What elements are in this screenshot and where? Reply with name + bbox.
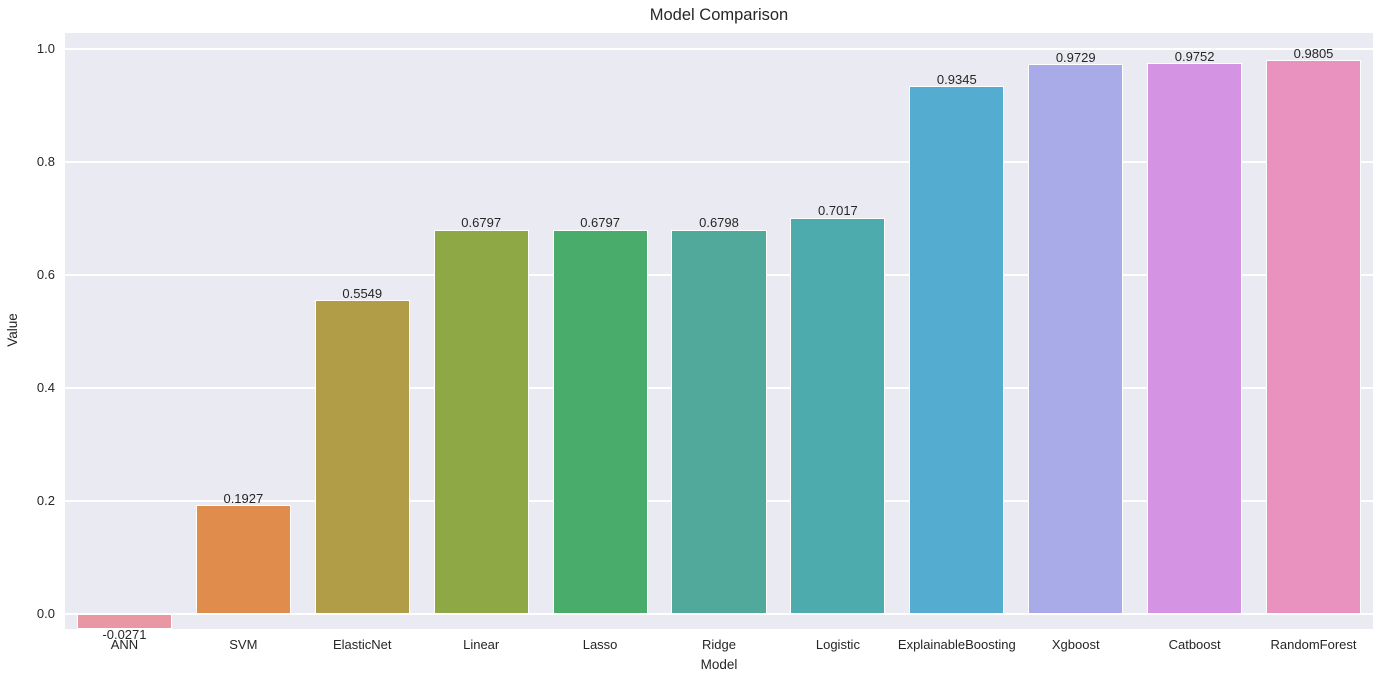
- bar-catboost: [1147, 63, 1243, 615]
- bar-value-label: 0.9729: [1055, 49, 1096, 65]
- bar-value-label: 0.7017: [818, 203, 858, 219]
- bar-value-label: 0.9752: [1174, 48, 1215, 64]
- bar-svm: [195, 505, 291, 615]
- bar-lasso: [552, 229, 648, 615]
- bar-xgboost: [1028, 64, 1124, 615]
- y-tick-label: 0.4: [36, 380, 55, 395]
- y-tick-label: 0.2: [36, 493, 55, 509]
- y-tick-label: 0.0: [36, 606, 55, 622]
- x-axis-ticks: ANN SVM ElasticNet Linear Lasso Ridge Logistic…: [65, 637, 1373, 655]
- x-tick-label: Catboost: [1168, 637, 1221, 652]
- gridline: [65, 161, 1373, 163]
- x-tick-label: Linear: [463, 637, 500, 652]
- bar-value-label: 0.9345: [936, 71, 977, 87]
- x-tick-label: ElasticNet: [333, 637, 392, 652]
- bar-elasticnet: [314, 300, 410, 615]
- x-tick-label: Lasso: [582, 637, 618, 652]
- x-tick-label: Ridge: [702, 637, 736, 652]
- bar-value-label: 0.1927: [223, 490, 264, 506]
- y-tick-label: 1.0: [36, 40, 55, 56]
- x-tick-label: ExplainableBoosting: [897, 637, 1016, 652]
- bar-explainableboosting: [909, 86, 1005, 615]
- bar-value-label: 0.9805: [1293, 45, 1334, 61]
- gridline: [65, 613, 1373, 615]
- y-axis-ticks: 0.0 0.2 0.4 0.6 0.8 1.0: [0, 33, 55, 629]
- gridline: [65, 48, 1373, 50]
- x-tick-label: ANN: [110, 637, 139, 652]
- bar-value-label: -0.0271: [102, 627, 147, 643]
- bar-value-label: 0.6797: [461, 215, 502, 231]
- bar-value-label: 0.6798: [699, 215, 739, 231]
- x-tick-label: RandomForest: [1270, 637, 1357, 652]
- bar-logistic: [790, 217, 886, 615]
- x-tick-label: Xgboost: [1051, 637, 1100, 652]
- bar-ridge: [671, 229, 767, 615]
- bar-value-label: 0.6797: [580, 215, 620, 231]
- chart-title: Model Comparison: [649, 6, 789, 24]
- y-tick-label: 0.6: [36, 267, 55, 282]
- x-tick-label: SVM: [229, 637, 258, 652]
- x-tick-label: Logistic: [815, 637, 860, 652]
- bar-value-label: 0.5549: [342, 285, 383, 301]
- plot-area: -0.0271 0.1927 0.5549 0.6797 0.6797 0.6798 0.7…: [65, 33, 1373, 642]
- bar-ann: [76, 614, 173, 630]
- bar-randomforest: [1265, 60, 1362, 615]
- x-axis-label: Model: [700, 657, 738, 672]
- bar-linear: [433, 229, 529, 615]
- y-tick-label: 0.8: [36, 153, 55, 169]
